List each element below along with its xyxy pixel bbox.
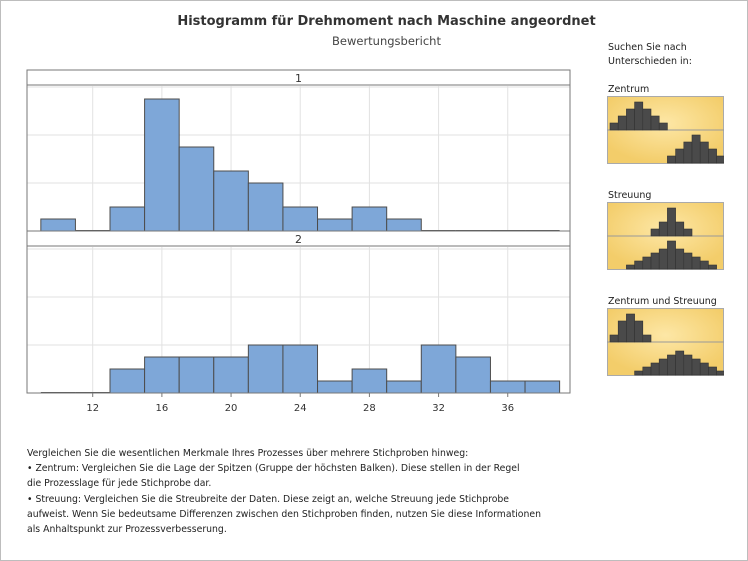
sidebar-heading-line2: Unterschieden in:: [608, 56, 692, 67]
histogram-bar: [178, 356, 215, 394]
histogram-bar: [455, 356, 491, 394]
note-line: • Zentrum: Vergleichen Sie die Lage der …: [27, 463, 520, 475]
note-line: aufweist. Wenn Sie bedeutsame Differenze…: [27, 508, 541, 520]
note-line: die Prozesslage für jede Stichprobe dar.: [27, 478, 212, 490]
chart-subtitle-text: Bewertungsbericht: [332, 34, 441, 48]
histogram-bar: [247, 182, 284, 232]
thumb-bar: [609, 122, 619, 131]
thumb-bar: [683, 354, 693, 376]
thumb-bar: [658, 221, 668, 237]
thumb-bar: [658, 358, 668, 376]
thumb-bar: [667, 155, 676, 164]
sidebar-heading-line1: Suchen Sie nach: [608, 42, 687, 53]
histogram-bar: [213, 356, 249, 394]
chart-title: Histogramm für Drehmoment nach Maschine …: [0, 14, 748, 29]
histogram-bar: [524, 380, 561, 394]
histogram-bar: [247, 344, 284, 394]
thumb-bar: [642, 108, 652, 131]
panel-label: 1: [295, 72, 302, 85]
thumb-bar: [634, 260, 644, 270]
thumb-bar: [617, 320, 627, 343]
histogram-bar: [386, 218, 422, 232]
chart-subtitle: Bewertungsbericht: [0, 34, 748, 48]
thumb-bar: [650, 362, 660, 376]
thumb-bar: [716, 155, 724, 164]
histogram-bar: [144, 356, 180, 394]
thumb-bar: [675, 350, 685, 376]
thumb-bar: [683, 141, 693, 164]
sidebar-label-zentrum-und-streuung: Zentrum und Streuung: [608, 296, 717, 307]
thumb-bar: [634, 320, 644, 343]
thumb-bar: [626, 313, 635, 343]
histogram-bar: [213, 170, 249, 232]
histogram-bar: [109, 206, 146, 232]
thumb-bar: [691, 358, 701, 376]
histogram-bar: [351, 368, 388, 394]
thumb-bar: [699, 260, 709, 270]
thumb-bar: [708, 148, 717, 164]
note-line: Vergleichen Sie die wesentlichen Merkmal…: [27, 448, 469, 459]
thumb-bar: [699, 141, 709, 164]
x-tick-label: 16: [156, 403, 169, 414]
thumb-bar: [675, 221, 685, 237]
thumb-bar: [658, 248, 668, 270]
panel-frame: [26, 245, 571, 394]
thumbnail-streuung: [607, 202, 724, 270]
histogram-bar: [420, 344, 457, 394]
thumb-bar: [642, 334, 652, 343]
thumb-bar: [691, 256, 701, 270]
x-tick-label: 20: [225, 403, 238, 414]
thumb-bar: [650, 115, 660, 131]
x-tick-label: 36: [501, 403, 514, 414]
thumb-bar: [708, 264, 717, 270]
histogram-bar: [40, 218, 76, 232]
thumb-bar: [626, 108, 635, 131]
thumb-bar: [675, 248, 685, 270]
thumb-bar: [683, 252, 693, 270]
thumb-bar: [658, 122, 668, 131]
histogram-bar: [282, 344, 319, 394]
sidebar-label-zentrum: Zentrum: [608, 84, 650, 95]
histogram-bar: [282, 206, 319, 232]
thumb-bar: [691, 134, 701, 164]
thumb-bar: [650, 252, 660, 270]
thumb-bar: [716, 370, 724, 376]
histogram-bar: [317, 380, 353, 394]
histogram-bar: [489, 380, 526, 394]
thumb-bar: [675, 148, 685, 164]
histogram-bar: [317, 218, 353, 232]
guidance-text: Vergleichen Sie die wesentlichen Merkmal…: [27, 446, 541, 537]
thumb-bar: [634, 370, 644, 376]
thumb-bar: [626, 264, 635, 270]
thumb-bar: [667, 207, 676, 237]
thumb-bar: [699, 362, 709, 376]
histogram-bar: [109, 368, 146, 394]
thumbnail-zentrum: [607, 96, 724, 164]
x-tick-label: 32: [432, 403, 445, 414]
histogram-bar: [386, 380, 422, 394]
histogram-bar: [178, 146, 215, 232]
thumb-bar: [708, 366, 717, 376]
x-tick-label: 24: [294, 403, 307, 414]
histogram-bar: [351, 206, 388, 232]
thumb-bar: [683, 228, 693, 237]
thumb-bar: [634, 101, 644, 131]
thumb-bar: [609, 334, 619, 343]
thumbnail-zentrum-und-streuung: [607, 308, 724, 376]
note-line: • Streuung: Vergleichen Sie die Streubre…: [27, 493, 510, 505]
x-tick-label: 28: [363, 403, 376, 414]
thumb-bar: [642, 366, 652, 376]
thumb-bar: [650, 228, 660, 237]
histogram-bar: [144, 98, 180, 232]
thumb-bar: [642, 256, 652, 270]
sidebar-label-streuung: Streuung: [608, 190, 652, 201]
thumb-bar: [667, 240, 676, 270]
thumb-bar: [617, 115, 627, 131]
note-line: als Anhaltspunkt zur Prozessverbesserung…: [27, 524, 227, 536]
panel-label: 2: [295, 233, 302, 246]
chart-title-text: Histogramm für Drehmoment nach Maschine …: [177, 14, 596, 29]
x-tick-label: 12: [86, 403, 99, 414]
thumb-bar: [667, 354, 676, 376]
